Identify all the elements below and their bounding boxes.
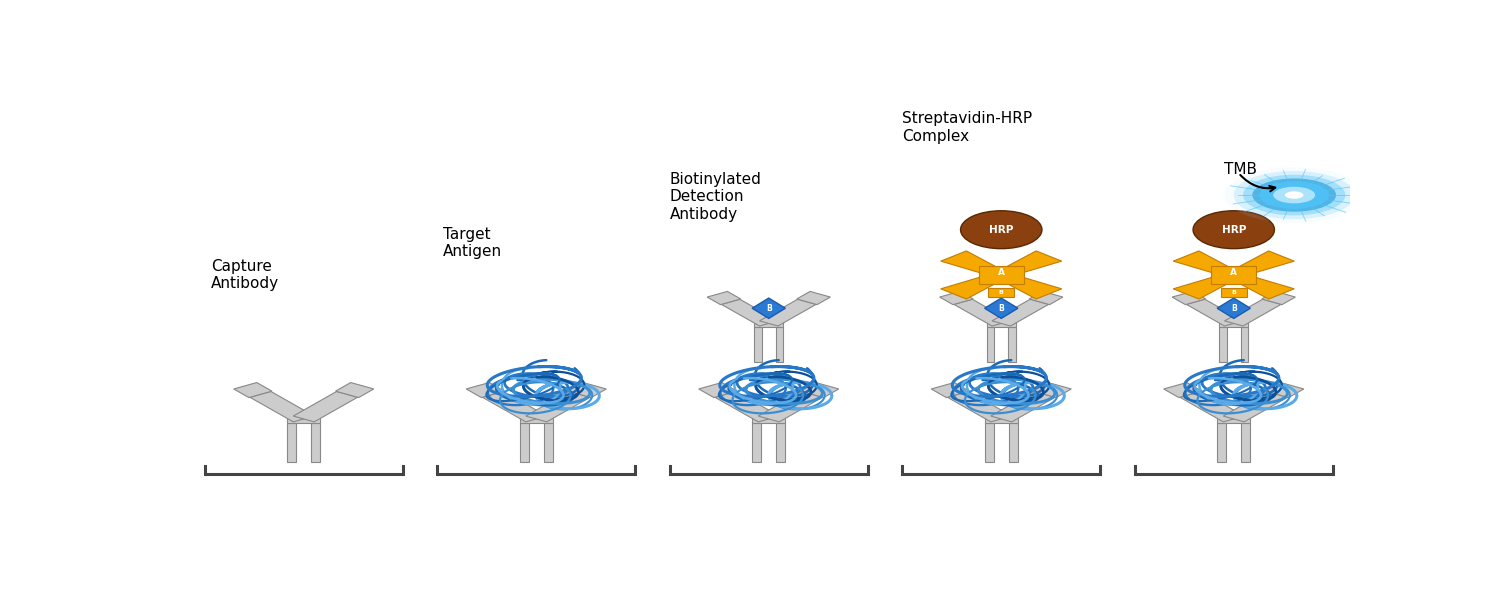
Polygon shape	[988, 288, 1014, 296]
Polygon shape	[1010, 423, 1019, 463]
Polygon shape	[716, 391, 778, 422]
Polygon shape	[996, 272, 1062, 299]
Polygon shape	[940, 272, 1006, 299]
Polygon shape	[752, 298, 786, 319]
Polygon shape	[980, 266, 1023, 284]
Polygon shape	[1180, 391, 1244, 422]
Polygon shape	[1240, 327, 1248, 362]
Circle shape	[1244, 175, 1346, 215]
Polygon shape	[288, 415, 320, 423]
Text: A: A	[998, 268, 1005, 277]
Polygon shape	[1266, 383, 1304, 398]
Polygon shape	[722, 299, 778, 326]
Text: HRP: HRP	[988, 225, 1014, 235]
Text: B: B	[999, 304, 1004, 313]
Polygon shape	[1186, 299, 1244, 326]
Polygon shape	[796, 292, 831, 305]
Polygon shape	[294, 391, 357, 422]
Text: Streptavidin-HRP
Complex: Streptavidin-HRP Complex	[903, 111, 1032, 143]
Text: B: B	[999, 290, 1004, 295]
Polygon shape	[1242, 423, 1251, 463]
Polygon shape	[1029, 292, 1063, 305]
Text: B: B	[1232, 304, 1236, 313]
Text: Target
Antigen: Target Antigen	[444, 227, 503, 259]
Polygon shape	[996, 251, 1062, 277]
Polygon shape	[1216, 298, 1251, 319]
Polygon shape	[466, 383, 504, 398]
Polygon shape	[1212, 266, 1255, 284]
Polygon shape	[1164, 383, 1202, 398]
Polygon shape	[754, 327, 762, 362]
Circle shape	[1224, 167, 1364, 223]
Ellipse shape	[1192, 211, 1275, 248]
Circle shape	[1233, 171, 1354, 219]
Polygon shape	[1224, 299, 1281, 326]
Circle shape	[1252, 178, 1336, 212]
Polygon shape	[706, 292, 741, 305]
Polygon shape	[1008, 327, 1016, 362]
Polygon shape	[312, 423, 321, 463]
Polygon shape	[986, 415, 1017, 423]
Polygon shape	[544, 423, 554, 463]
Polygon shape	[992, 299, 1048, 326]
Polygon shape	[483, 391, 546, 422]
Text: A: A	[1230, 268, 1238, 277]
Polygon shape	[1228, 272, 1294, 299]
Polygon shape	[1220, 327, 1227, 362]
Polygon shape	[753, 415, 784, 423]
Polygon shape	[987, 320, 1016, 327]
Polygon shape	[752, 423, 760, 463]
Text: B: B	[1232, 290, 1236, 295]
Polygon shape	[1173, 272, 1239, 299]
Polygon shape	[699, 383, 736, 398]
Circle shape	[1260, 181, 1329, 209]
Polygon shape	[939, 292, 974, 305]
Polygon shape	[759, 391, 822, 422]
Polygon shape	[801, 383, 838, 398]
Polygon shape	[1034, 383, 1071, 398]
Polygon shape	[754, 320, 783, 327]
Circle shape	[1274, 187, 1316, 203]
Polygon shape	[954, 299, 1011, 326]
Polygon shape	[234, 383, 272, 398]
Polygon shape	[777, 423, 786, 463]
Polygon shape	[520, 415, 552, 423]
Circle shape	[1286, 191, 1304, 199]
Polygon shape	[1221, 288, 1246, 296]
Polygon shape	[519, 423, 528, 463]
Text: B: B	[766, 304, 771, 313]
Text: HRP: HRP	[1221, 225, 1246, 235]
Polygon shape	[984, 423, 993, 463]
Polygon shape	[286, 423, 296, 463]
Polygon shape	[1216, 423, 1225, 463]
Polygon shape	[932, 383, 969, 398]
Polygon shape	[336, 383, 374, 398]
Polygon shape	[1262, 292, 1296, 305]
Polygon shape	[776, 327, 783, 362]
Polygon shape	[1224, 391, 1287, 422]
Polygon shape	[1172, 292, 1206, 305]
Polygon shape	[568, 383, 606, 398]
Polygon shape	[987, 327, 994, 362]
Polygon shape	[526, 391, 590, 422]
Polygon shape	[948, 391, 1011, 422]
Polygon shape	[759, 299, 816, 326]
Text: Biotinylated
Detection
Antibody: Biotinylated Detection Antibody	[670, 172, 762, 221]
Polygon shape	[1220, 320, 1248, 327]
Polygon shape	[251, 391, 314, 422]
Polygon shape	[992, 391, 1054, 422]
Polygon shape	[984, 298, 1018, 319]
Polygon shape	[1173, 251, 1239, 277]
Text: TMB: TMB	[1224, 162, 1257, 177]
Polygon shape	[1228, 251, 1294, 277]
Polygon shape	[940, 251, 1006, 277]
Polygon shape	[1218, 415, 1249, 423]
Text: Capture
Antibody: Capture Antibody	[210, 259, 279, 292]
Ellipse shape	[960, 211, 1042, 248]
